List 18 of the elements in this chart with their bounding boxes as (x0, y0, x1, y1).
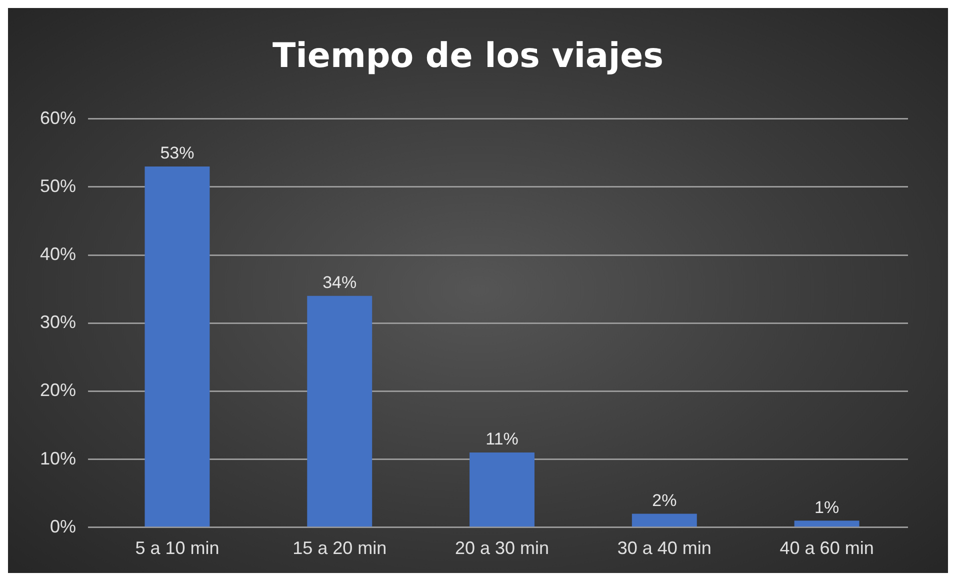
y-tick-label: 10% (40, 448, 76, 468)
data-label: 11% (486, 430, 518, 449)
x-tick-label: 40 a 60 min (780, 538, 874, 558)
data-label: 1% (814, 498, 840, 517)
x-tick-label: 20 a 30 min (454, 538, 550, 558)
x-tick-label: 15 a 20 min (292, 538, 387, 558)
x-tick-label: 30 a 40 min (617, 538, 712, 558)
data-label: 34% (322, 273, 357, 292)
y-tick-label: 40% (40, 244, 76, 264)
x-tick-label: 5 a 10 min (135, 538, 220, 558)
y-tick-label: 50% (40, 176, 76, 196)
data-label: 53% (160, 144, 194, 163)
y-tick-label: 60% (40, 108, 76, 128)
y-tick-label: 30% (40, 312, 76, 332)
chart-title: Tiempo de los viajes (272, 36, 664, 76)
y-tick-label: 20% (40, 380, 76, 400)
y-tick-label: 0% (50, 516, 76, 536)
data-label: 2% (652, 490, 677, 510)
